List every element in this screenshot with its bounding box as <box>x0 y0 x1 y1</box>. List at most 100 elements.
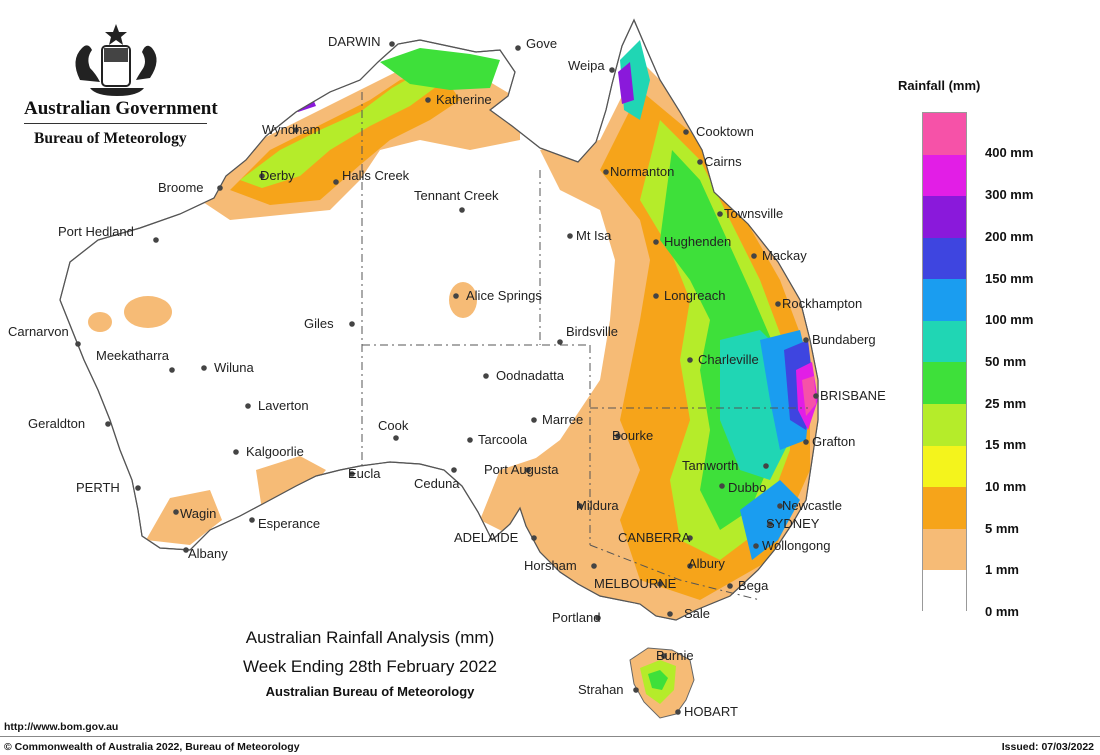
place-label: Horsham <box>524 558 577 573</box>
place-dot <box>453 293 459 299</box>
place-label: Tennant Creek <box>414 188 499 203</box>
website-url[interactable]: http://www.bom.gov.au <box>4 721 119 733</box>
legend-label: 15 mm <box>985 437 1027 452</box>
place-wiluna: Wiluna <box>201 360 255 375</box>
place-dot <box>653 293 659 299</box>
place-albury: Albury <box>687 556 725 571</box>
place-dot <box>813 393 819 399</box>
place-giles: Giles <box>304 316 355 331</box>
place-wyndham: Wyndham <box>262 122 320 137</box>
place-dot <box>217 185 223 191</box>
place-dot <box>591 563 597 569</box>
place-canberra: CANBERRA <box>618 530 693 545</box>
place-dot <box>525 467 531 473</box>
government-name: Australian Government <box>24 98 218 119</box>
place-label: Bourke <box>612 428 653 443</box>
place-dot <box>803 337 809 343</box>
place-carnarvon: Carnarvon <box>8 324 81 347</box>
place-label: Portland <box>552 610 600 625</box>
map-subtitle: Week Ending 28th February 2022 <box>243 657 497 676</box>
place-dot <box>595 615 601 621</box>
place-dot <box>459 207 465 213</box>
legend-swatch <box>923 196 966 238</box>
legend-label: 1 mm <box>985 562 1019 577</box>
place-dot <box>603 169 609 175</box>
place-dot <box>425 97 431 103</box>
header-divider <box>24 123 207 124</box>
place-charleville: Charleville <box>687 352 759 367</box>
place-label: Bundaberg <box>812 332 876 347</box>
place-label: Ceduna <box>414 476 460 491</box>
legend-label: 5 mm <box>985 521 1019 536</box>
place-dot <box>775 301 781 307</box>
bureau-name: Bureau of Meteorology <box>34 130 187 147</box>
patch-carnarvon <box>88 312 112 332</box>
place-tarcoola: Tarcoola <box>467 432 528 447</box>
place-dubbo: Dubbo <box>719 480 766 495</box>
issued-date: Issued: 07/03/2022 <box>1001 741 1094 753</box>
place-portland: Portland <box>552 610 601 625</box>
place-label: Cook <box>378 418 409 433</box>
place-label: Birdsville <box>566 324 618 339</box>
place-label: CANBERRA <box>618 530 691 545</box>
place-label: Esperance <box>258 516 320 531</box>
place-label: Grafton <box>812 434 855 449</box>
place-rockhampton: Rockhampton <box>775 296 862 311</box>
legend-title: Rainfall (mm) <box>898 78 981 93</box>
place-dot <box>349 321 355 327</box>
place-dot <box>687 563 693 569</box>
zone-light-south <box>480 450 600 540</box>
patch-south-west <box>146 490 222 545</box>
place-dot <box>389 41 395 47</box>
legend-label: 300 mm <box>985 187 1034 202</box>
place-cook: Cook <box>378 418 409 441</box>
place-dot <box>105 421 111 427</box>
place-dot <box>753 543 759 549</box>
place-strahan: Strahan <box>578 682 639 697</box>
place-dot <box>803 439 809 445</box>
legend-swatch <box>923 320 966 363</box>
coat-of-arms-logo <box>75 24 157 96</box>
legend-swatch <box>923 362 966 405</box>
patch-eucla <box>256 456 326 510</box>
zone-heavy-sydney <box>740 480 800 560</box>
place-dot <box>531 417 537 423</box>
place-label: PERTH <box>76 480 120 495</box>
place-longreach: Longreach <box>653 288 725 303</box>
place-label: Townsville <box>724 206 783 221</box>
place-sydney: SYDNEY <box>766 516 820 531</box>
zone-heavy-kimberley <box>240 72 440 188</box>
legend-swatch <box>923 237 966 280</box>
place-dot <box>719 483 725 489</box>
place-weipa: Weipa <box>568 58 615 73</box>
place-dot <box>667 611 673 617</box>
place-dot <box>763 463 769 469</box>
place-label: ADELAIDE <box>454 530 519 545</box>
place-dot <box>615 433 621 439</box>
legend-label: 25 mm <box>985 396 1027 411</box>
legend-label: 400 mm <box>985 145 1034 160</box>
place-label: Marree <box>542 412 583 427</box>
state-borders <box>361 92 808 601</box>
place-label: Mildura <box>576 498 619 513</box>
legend-label: 150 mm <box>985 271 1034 286</box>
legend-swatch <box>923 113 966 155</box>
place-label: Normanton <box>610 164 674 179</box>
map-title: Australian Rainfall Analysis (mm) <box>245 628 495 647</box>
place-label: Kalgoorlie <box>246 444 304 459</box>
place-label: Strahan <box>578 682 624 697</box>
place-derby: Derby <box>259 168 295 183</box>
place-label: Eucla <box>348 466 381 481</box>
place-label: Hughenden <box>664 234 731 249</box>
place-dot <box>633 687 639 693</box>
place-hobart: HOBART <box>675 704 738 719</box>
legend-swatch <box>923 445 966 488</box>
place-perth: PERTH <box>76 480 141 495</box>
place-label: Burnie <box>656 648 694 663</box>
place-dot <box>557 339 563 345</box>
place-mackay: Mackay <box>751 248 807 263</box>
place-broome: Broome <box>158 180 223 195</box>
place-cooktown: Cooktown <box>683 124 754 139</box>
place-dot <box>259 173 265 179</box>
